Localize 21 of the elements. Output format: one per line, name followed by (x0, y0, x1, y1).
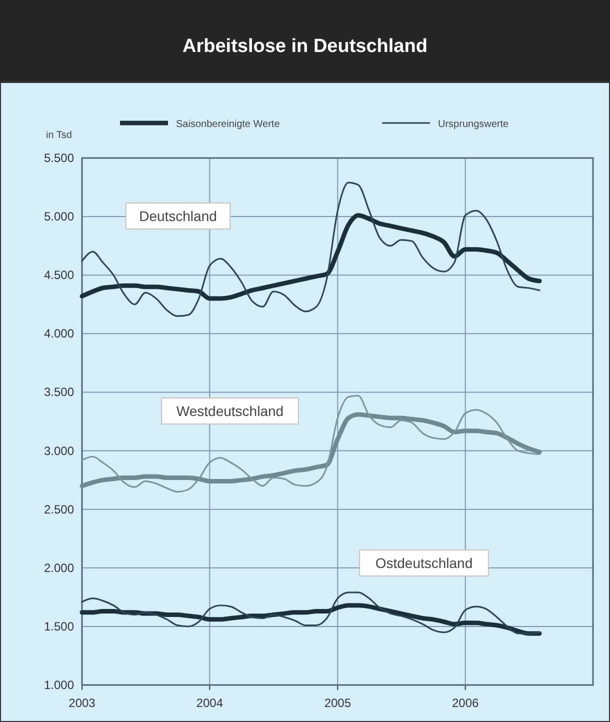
x-tick-label: 2005 (324, 696, 352, 710)
x-tick-label: 2003 (68, 696, 96, 710)
y-axis-title: in Tsd (46, 130, 72, 141)
chart-title: Arbeitslose in Deutschland (182, 36, 428, 57)
y-tick-label: 5.500 (44, 151, 74, 165)
y-tick-label: 4.000 (44, 326, 74, 341)
legend-label: Ursprungswerte (438, 119, 510, 130)
annotation: Deutschland (139, 208, 217, 224)
annotation: Ostdeutschland (375, 555, 473, 571)
x-tick-label: 2004 (196, 696, 224, 710)
y-tick-label: 3.000 (44, 444, 74, 458)
y-tick-label: 1.000 (44, 678, 74, 692)
annotation: Westdeutschland (176, 403, 284, 419)
y-tick-label: 3.500 (44, 385, 74, 400)
y-tick-label: 5.000 (44, 210, 74, 224)
y-tick-label: 4.500 (44, 268, 74, 282)
legend-label: Saisonbereinigte Werte (176, 119, 280, 130)
x-tick-label: 2006 (452, 696, 480, 710)
y-tick-label: 1.500 (44, 619, 74, 634)
y-tick-label: 2.000 (44, 560, 74, 575)
y-tick-label: 2.500 (44, 502, 74, 516)
